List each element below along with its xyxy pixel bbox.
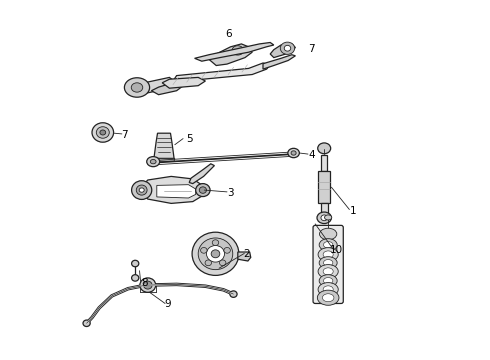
Ellipse shape — [196, 184, 210, 197]
Text: 7: 7 — [121, 130, 128, 140]
Polygon shape — [320, 203, 328, 214]
Ellipse shape — [317, 212, 331, 224]
Ellipse shape — [140, 278, 156, 292]
Ellipse shape — [319, 239, 337, 251]
Ellipse shape — [322, 294, 334, 302]
Ellipse shape — [132, 260, 139, 267]
Polygon shape — [157, 185, 196, 198]
Polygon shape — [162, 77, 205, 88]
Ellipse shape — [318, 143, 331, 154]
Ellipse shape — [318, 248, 338, 261]
Text: 7: 7 — [308, 44, 315, 54]
Polygon shape — [270, 44, 295, 58]
Ellipse shape — [232, 46, 244, 55]
Ellipse shape — [324, 215, 332, 220]
Polygon shape — [263, 55, 295, 69]
Ellipse shape — [284, 45, 291, 51]
Ellipse shape — [323, 242, 333, 248]
Ellipse shape — [206, 246, 224, 262]
Ellipse shape — [323, 268, 333, 275]
Polygon shape — [153, 158, 175, 161]
Ellipse shape — [318, 290, 339, 305]
Polygon shape — [126, 77, 176, 94]
FancyBboxPatch shape — [313, 225, 343, 303]
Ellipse shape — [83, 320, 90, 327]
Ellipse shape — [230, 291, 237, 297]
Polygon shape — [195, 42, 274, 61]
Ellipse shape — [323, 251, 333, 258]
Ellipse shape — [136, 185, 147, 195]
Ellipse shape — [323, 286, 333, 293]
Ellipse shape — [288, 148, 299, 158]
Ellipse shape — [124, 78, 149, 97]
Ellipse shape — [220, 260, 226, 266]
Ellipse shape — [199, 187, 206, 193]
Text: 1: 1 — [350, 206, 356, 216]
Ellipse shape — [318, 265, 338, 278]
Ellipse shape — [132, 275, 139, 281]
Ellipse shape — [291, 151, 296, 155]
Text: 5: 5 — [186, 134, 193, 144]
Polygon shape — [141, 176, 204, 203]
Polygon shape — [318, 171, 330, 203]
Ellipse shape — [100, 130, 106, 135]
Ellipse shape — [144, 281, 152, 289]
Text: 10: 10 — [330, 245, 343, 255]
Ellipse shape — [131, 83, 143, 92]
Ellipse shape — [150, 159, 156, 164]
Text: 2: 2 — [244, 249, 250, 259]
Polygon shape — [170, 63, 270, 86]
Polygon shape — [154, 133, 174, 158]
Ellipse shape — [132, 181, 152, 199]
Ellipse shape — [198, 238, 233, 270]
Ellipse shape — [224, 247, 230, 253]
Ellipse shape — [323, 260, 333, 266]
Ellipse shape — [319, 228, 337, 240]
Ellipse shape — [319, 257, 337, 269]
Ellipse shape — [97, 127, 109, 138]
Text: 4: 4 — [308, 150, 315, 160]
Ellipse shape — [147, 157, 160, 167]
Polygon shape — [321, 155, 327, 171]
Polygon shape — [151, 83, 184, 95]
Polygon shape — [238, 252, 251, 261]
Polygon shape — [189, 164, 215, 184]
Ellipse shape — [280, 42, 294, 54]
Ellipse shape — [200, 247, 207, 253]
Text: 6: 6 — [225, 29, 232, 39]
Text: 8: 8 — [141, 278, 147, 288]
Polygon shape — [209, 44, 252, 66]
Ellipse shape — [139, 188, 144, 192]
Ellipse shape — [323, 278, 333, 284]
Ellipse shape — [212, 240, 219, 246]
Ellipse shape — [192, 232, 239, 275]
Ellipse shape — [319, 275, 337, 287]
Ellipse shape — [205, 260, 212, 266]
Ellipse shape — [321, 215, 327, 221]
Ellipse shape — [318, 283, 338, 296]
Text: 3: 3 — [227, 188, 234, 198]
Text: 9: 9 — [164, 299, 171, 309]
Ellipse shape — [92, 123, 114, 142]
Ellipse shape — [211, 250, 220, 258]
